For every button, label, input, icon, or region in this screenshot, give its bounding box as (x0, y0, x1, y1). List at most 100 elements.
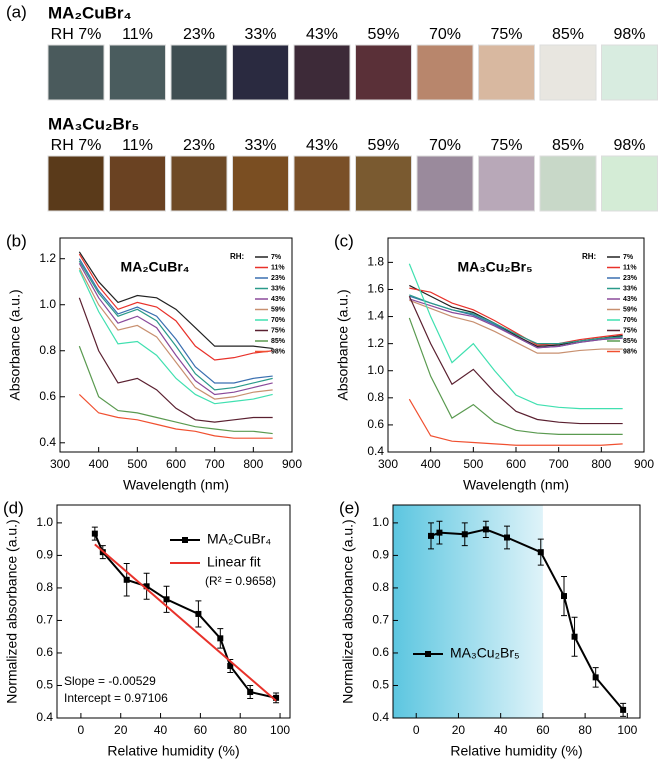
y-tick-label: 0.9 (372, 548, 389, 562)
marker (571, 633, 578, 640)
y-tick-label: 0.6 (36, 645, 53, 659)
photo (47, 155, 105, 212)
x-tick-label: 300 (378, 457, 398, 471)
y-tick-label: 1.2 (39, 251, 56, 265)
marker (217, 635, 224, 642)
legend-label: 70% (271, 317, 286, 324)
photo (478, 155, 535, 212)
photo (293, 155, 351, 212)
x-tick-label: 20 (452, 723, 466, 737)
photo (355, 155, 412, 212)
series-line (409, 294, 623, 345)
x-tick-label: 700 (205, 457, 225, 471)
legend-label: 43% (623, 296, 638, 303)
marker (247, 688, 254, 695)
panel-label: (a) (6, 2, 27, 21)
marker (436, 529, 443, 536)
marker (504, 534, 510, 541)
annotation: Slope = -0.00529 (64, 674, 156, 688)
legend-title: RH: (230, 252, 244, 261)
legend-label: 70% (623, 317, 638, 324)
x-tick-label: 80 (578, 723, 592, 737)
photo (355, 44, 412, 101)
x-tick-label: 20 (114, 723, 128, 737)
y-tick-label: 1.0 (39, 297, 56, 311)
series-line (408, 295, 623, 425)
photo (539, 155, 597, 212)
y-tick-label: 0.7 (372, 613, 389, 627)
panel-label: (c) (334, 231, 354, 250)
marker (620, 706, 627, 713)
x-tick-label: 600 (506, 457, 526, 471)
legend-label: MA₃Cu₂Br₅ (450, 645, 520, 661)
x-tick-label: 0 (78, 723, 85, 737)
legend-marker (425, 651, 431, 657)
x-tick-label: 100 (617, 723, 637, 737)
photo-label: 59% (367, 137, 399, 154)
photo-label: 59% (367, 26, 399, 43)
y-tick-label: 1.6 (367, 282, 384, 296)
y-tick-label: 1.4 (367, 309, 384, 323)
series-line (78, 258, 273, 384)
photo-label: 70% (429, 26, 461, 43)
photo-label: 98% (613, 26, 645, 43)
x-tick-label: 800 (591, 457, 611, 471)
legend-label: 7% (623, 254, 634, 261)
y-tick-label: 0.4 (372, 710, 389, 724)
shaded-region (393, 505, 543, 718)
photo (170, 44, 228, 101)
photo-label: 33% (244, 26, 276, 43)
y-tick-label: 1.8 (367, 255, 384, 269)
y-tick-label: 0.8 (372, 580, 389, 594)
y-tick-label: 0.4 (367, 444, 384, 458)
x-tick-label: 500 (463, 457, 483, 471)
marker (428, 532, 434, 539)
photo (109, 44, 166, 101)
series-line (408, 398, 623, 446)
photo-label: 85% (552, 26, 584, 43)
marker (561, 593, 567, 600)
marker (227, 662, 234, 669)
series-line (78, 267, 273, 400)
x-tick-label: 80 (234, 723, 248, 737)
legend-label: 23% (271, 275, 286, 282)
x-tick-label: 300 (50, 457, 70, 471)
marker (195, 610, 202, 617)
legend-label: 11% (271, 264, 285, 271)
series-line (94, 543, 277, 702)
series-line (409, 299, 623, 354)
photo (170, 155, 228, 212)
photo-label: 23% (183, 26, 215, 43)
photo-row-title: MA₃Cu₂Br₅ (48, 114, 139, 133)
panel-label: (d) (3, 498, 24, 517)
photo-label: 11% (122, 137, 153, 154)
series-line (78, 297, 273, 423)
marker (163, 596, 170, 603)
y-tick-label: 0.8 (39, 343, 56, 357)
x-tick-label: 900 (634, 457, 654, 471)
legend-label: 85% (623, 338, 638, 345)
legend-marker (182, 537, 188, 543)
photo (601, 155, 658, 212)
y-tick-label: 0.8 (36, 580, 53, 594)
y-tick-label: 0.6 (39, 389, 56, 403)
y-axis-label: Absorbance (a.u.) (335, 289, 351, 400)
annotation: (R² = 0.9658) (205, 574, 276, 588)
photo (539, 44, 597, 101)
y-tick-label: 0.5 (372, 678, 389, 692)
legend-label: 7% (271, 254, 282, 261)
marker (592, 674, 599, 681)
photo-row-title: MA₂CuBr₄ (48, 3, 132, 22)
marker (123, 576, 130, 583)
x-tick-label: 700 (549, 457, 569, 471)
legend-label: 85% (271, 338, 286, 345)
x-tick-label: 40 (494, 723, 508, 737)
photo-label: 11% (122, 26, 153, 43)
x-tick-label: 900 (282, 457, 302, 471)
plot-frame (56, 504, 291, 719)
photo-label: 43% (306, 26, 338, 43)
panel-label: (e) (339, 498, 360, 517)
photo (601, 44, 658, 101)
photo-label: 98% (613, 137, 645, 154)
